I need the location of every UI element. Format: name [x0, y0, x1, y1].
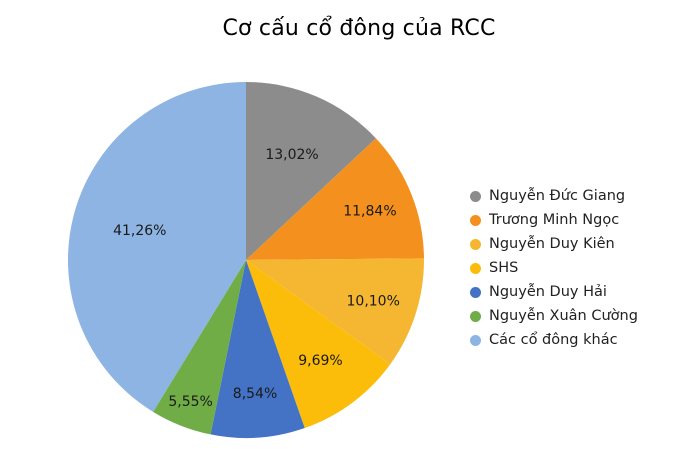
legend-label: Nguyễn Xuân Cường	[489, 308, 638, 324]
legend-label: Các cổ đông khác	[489, 332, 618, 348]
pie-slice	[246, 260, 391, 429]
chart-title: Cơ cấu cổ đông của RCC	[222, 16, 496, 41]
pie-slice	[153, 260, 246, 435]
legend-item: SHS	[470, 256, 638, 280]
legend-label: Nguyễn Duy Hải	[489, 284, 607, 300]
pie-slice	[246, 138, 424, 260]
legend-marker-icon	[470, 214, 481, 226]
legend-item: Nguyễn Xuân Cường	[470, 304, 638, 328]
pie-slice	[68, 82, 246, 412]
pie-slice	[246, 258, 424, 365]
pie-data-label: 5,55%	[168, 394, 212, 410]
legend-item: Trương Minh Ngọc	[470, 208, 638, 232]
legend-label: Nguyễn Duy Kiên	[489, 236, 615, 252]
legend-item: Nguyễn Đức Giang	[470, 184, 638, 208]
legend-marker-icon	[470, 190, 481, 202]
pie-data-labels: 13,02% 11,84% 10,10% 9,69% 8,54% 5,55% 41,26%	[113, 147, 400, 410]
pie-data-label: 11,84%	[343, 203, 396, 219]
legend-marker-icon	[470, 310, 481, 322]
pie-data-label: 8,54%	[233, 386, 277, 402]
legend-marker-icon	[470, 334, 481, 346]
pie-slice	[210, 260, 305, 438]
pie-data-label: 13,02%	[265, 147, 318, 163]
chart-legend: Nguyễn Đức Giang Trương Minh Ngọc Nguyễn…	[470, 184, 638, 352]
pie-data-label: 9,69%	[298, 353, 342, 369]
pie-slices	[68, 82, 424, 438]
legend-marker-icon	[470, 262, 481, 274]
pie-data-label: 10,10%	[347, 294, 400, 310]
pie-slice	[246, 82, 376, 260]
pie-data-label: 41,26%	[113, 223, 166, 239]
legend-label: Trương Minh Ngọc	[489, 212, 620, 228]
legend-label: Nguyễn Đức Giang	[489, 188, 626, 204]
legend-label: SHS	[489, 260, 519, 276]
legend-item: Nguyễn Duy Kiên	[470, 232, 638, 256]
legend-item: Nguyễn Duy Hải	[470, 280, 638, 304]
legend-item: Các cổ đông khác	[470, 328, 638, 352]
legend-marker-icon	[470, 286, 481, 298]
legend-marker-icon	[470, 238, 481, 250]
